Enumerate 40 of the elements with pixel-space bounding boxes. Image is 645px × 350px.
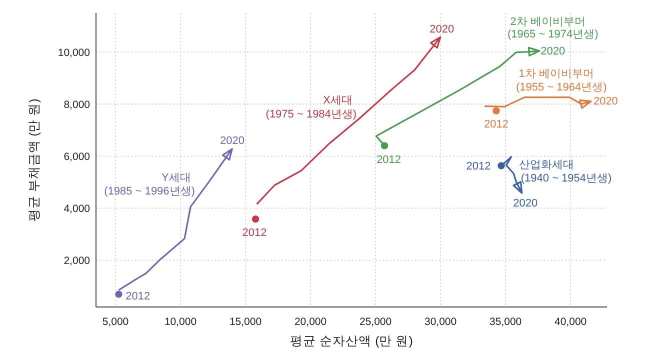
point [115,290,122,298]
annotation: 2차 베이비부머 [510,16,586,28]
annotation: (1940 ~ 1954년생) [520,172,612,184]
annotation: (1985 ~ 1996년생) [104,186,195,198]
x-axis-title: 평균 순자산액 (만 원) [290,334,413,348]
annotation: 2020 [430,23,454,36]
annotation: 2012 [376,154,402,166]
y-tick-label: 4,000 [64,203,90,216]
annotation: 2020 [540,46,566,58]
x-tick-label: 20,000 [294,316,327,328]
y-tick-label: 10,000 [58,47,90,60]
annotation: Y세대 [162,172,191,184]
annotation: 2012 [242,226,267,239]
point [492,107,500,114]
annotation: 2012 [484,118,508,130]
point [498,162,505,170]
x-tick-label: 5,000 [102,316,129,328]
annotation: 1차 베이비부머 [518,68,594,80]
x-tick-label: 40,000 [554,316,587,328]
annotation: 2012 [126,290,150,302]
x-tick-label: 25,000 [359,316,392,328]
y-tick-label: 2,000 [64,255,90,268]
y-tick-label: 8,000 [64,99,90,112]
annotation: X세대 [323,94,353,106]
point [380,142,388,150]
annotation: 2020 [593,96,618,108]
annotation: 2020 [220,134,245,147]
annotation: (1955 ~ 1964년생) [516,82,607,94]
annotation: 2020 [513,197,538,210]
annotation: 산업화세대 [518,159,574,172]
annotation: (1965 ~ 1974년생) [508,28,598,40]
point [252,215,260,223]
y-axis-title: 평균 부채금액 (만 원) [27,98,41,222]
annotation: (1975 ~ 1984년생) [266,108,357,120]
x-tick-label: 10,000 [164,316,197,328]
x-tick-label: 30,000 [424,316,457,328]
x-tick-label: 35,000 [490,316,522,328]
annotation: 2012 [466,160,491,173]
y-tick-label: 6,000 [64,151,90,164]
x-tick-label: 15,000 [229,316,262,328]
